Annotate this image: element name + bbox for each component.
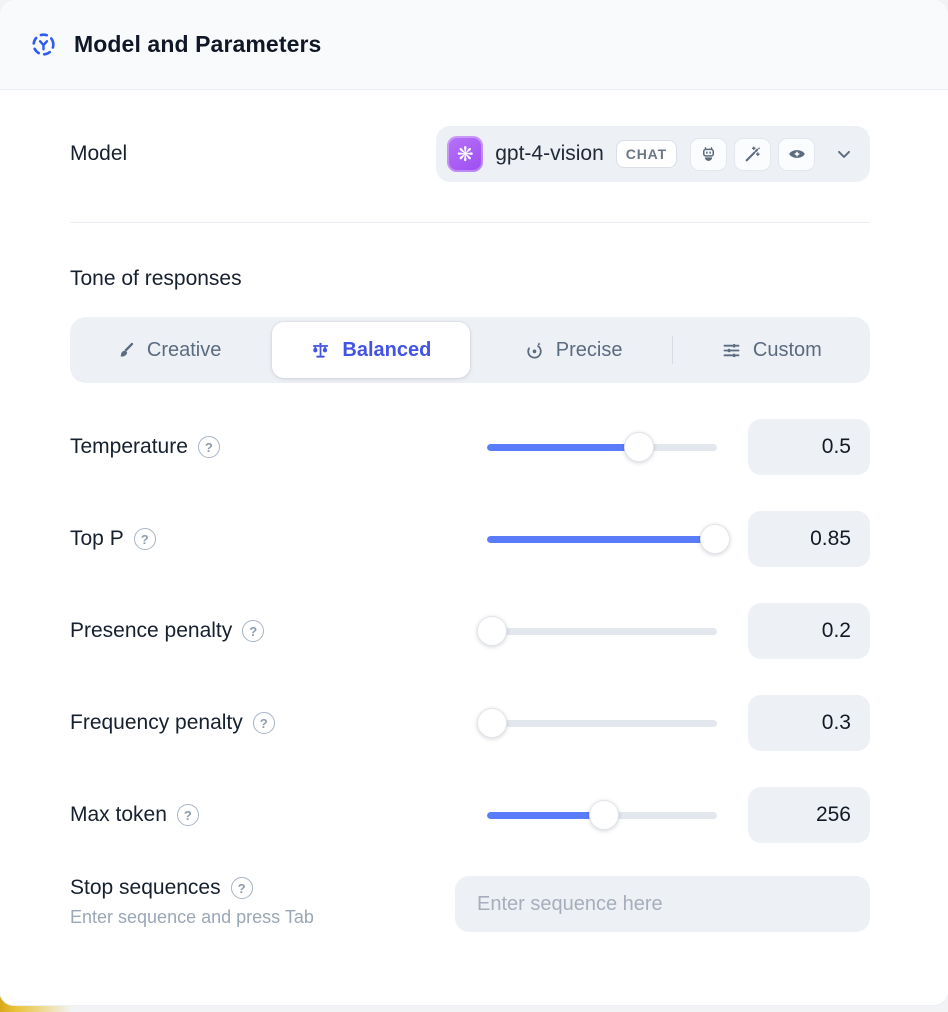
- help-icon[interactable]: ?: [176, 804, 199, 826]
- tone-segmented-control: Creative Balanced Precise Custom: [70, 317, 870, 383]
- vision-eye-chip[interactable]: [778, 137, 815, 171]
- robot-chip[interactable]: [690, 137, 727, 171]
- stop-sequence-input[interactable]: [455, 876, 870, 932]
- parameter-value[interactable]: 0.5: [748, 419, 870, 475]
- help-icon[interactable]: ?: [242, 620, 265, 642]
- panel-header: Model and Parameters: [0, 0, 948, 90]
- robot-icon: [699, 145, 718, 164]
- tone-section-title: Tone of responses: [70, 267, 242, 290]
- model-select-dropdown[interactable]: ❋ gpt-4-vision CHAT: [436, 126, 870, 182]
- parameter-slider[interactable]: [476, 707, 717, 739]
- model-row: Model ❋ gpt-4-vision CHAT: [70, 126, 870, 182]
- slider-fill: [487, 443, 639, 451]
- sliders-icon: [721, 340, 742, 361]
- openai-logo-icon: ❋: [447, 136, 484, 172]
- stop-sequences-row: Stop sequences ? Enter sequence and pres…: [70, 876, 870, 932]
- parameter-row-max-token: Max token? 256: [70, 787, 870, 843]
- model-hub-icon: [30, 31, 57, 58]
- magic-wand-icon: [743, 145, 762, 164]
- tone-option-label: Precise: [555, 338, 623, 361]
- panel-title: Model and Parameters: [74, 31, 322, 57]
- parameter-value[interactable]: 0.2: [748, 603, 870, 659]
- slider-thumb[interactable]: [476, 616, 507, 646]
- model-label: Model: [70, 142, 128, 165]
- parameter-value[interactable]: 0.85: [748, 511, 870, 567]
- target-icon: [524, 340, 545, 361]
- parameter-slider[interactable]: [487, 523, 730, 555]
- slider-thumb[interactable]: [589, 800, 620, 830]
- parameter-row-frequency-penalty: Frequency penalty? 0.3: [70, 695, 870, 751]
- slider-fill: [487, 535, 715, 543]
- chevron-down-icon[interactable]: [834, 144, 854, 164]
- slider-track[interactable]: [487, 627, 717, 635]
- parameter-label: Temperature: [70, 435, 188, 458]
- parameter-value[interactable]: 256: [748, 787, 870, 843]
- stop-sequences-label-block: Stop sequences ? Enter sequence and pres…: [70, 876, 314, 928]
- capability-chips: [690, 137, 815, 171]
- vision-eye-icon: [787, 144, 807, 164]
- slider-track[interactable]: [487, 719, 717, 727]
- stop-sequences-label: Stop sequences: [70, 876, 221, 899]
- parameter-label: Presence penalty: [70, 619, 233, 642]
- parameter-row-presence-penalty: Presence penalty? 0.2: [70, 603, 870, 659]
- parameter-slider[interactable]: [487, 431, 717, 463]
- segment-divider: [671, 336, 673, 364]
- parameter-row-top-p: Top P? 0.85: [70, 511, 870, 567]
- help-icon[interactable]: ?: [230, 877, 253, 899]
- parameter-label: Top P: [70, 527, 124, 550]
- parameter-label: Frequency penalty: [70, 711, 243, 734]
- tone-option-label: Custom: [752, 338, 822, 361]
- magic-wand-chip[interactable]: [734, 137, 771, 171]
- section-divider: [70, 222, 870, 223]
- parameter-label: Max token: [70, 803, 167, 826]
- chat-mode-badge: CHAT: [615, 140, 677, 168]
- help-icon[interactable]: ?: [252, 712, 275, 734]
- tone-option-custom[interactable]: Custom: [673, 322, 870, 378]
- model-name: gpt-4-vision: [495, 142, 604, 165]
- tone-option-label: Balanced: [342, 338, 432, 361]
- balance-scale-icon: [310, 340, 331, 361]
- slider-thumb[interactable]: [476, 708, 507, 738]
- parameter-rows: Temperature? 0.5 Top P? 0.85 Presence penalt…: [70, 419, 870, 843]
- help-icon[interactable]: ?: [133, 528, 156, 550]
- parameter-slider[interactable]: [476, 615, 717, 647]
- tone-option-creative[interactable]: Creative: [70, 322, 267, 378]
- slider-fill: [487, 811, 605, 819]
- paintbrush-icon: [116, 340, 136, 360]
- tone-option-precise[interactable]: Precise: [475, 322, 672, 378]
- help-icon[interactable]: ?: [197, 436, 220, 458]
- slider-track[interactable]: [487, 443, 717, 451]
- slider-track[interactable]: [487, 535, 717, 543]
- parameter-slider[interactable]: [487, 799, 717, 831]
- parameter-row-temperature: Temperature? 0.5: [70, 419, 870, 475]
- parameter-value[interactable]: 0.3: [748, 695, 870, 751]
- stop-sequences-helper: Enter sequence and press Tab: [70, 907, 314, 927]
- tone-option-balanced[interactable]: Balanced: [272, 322, 470, 378]
- slider-thumb[interactable]: [699, 524, 730, 554]
- slider-thumb[interactable]: [623, 432, 654, 462]
- tone-option-label: Creative: [146, 338, 222, 361]
